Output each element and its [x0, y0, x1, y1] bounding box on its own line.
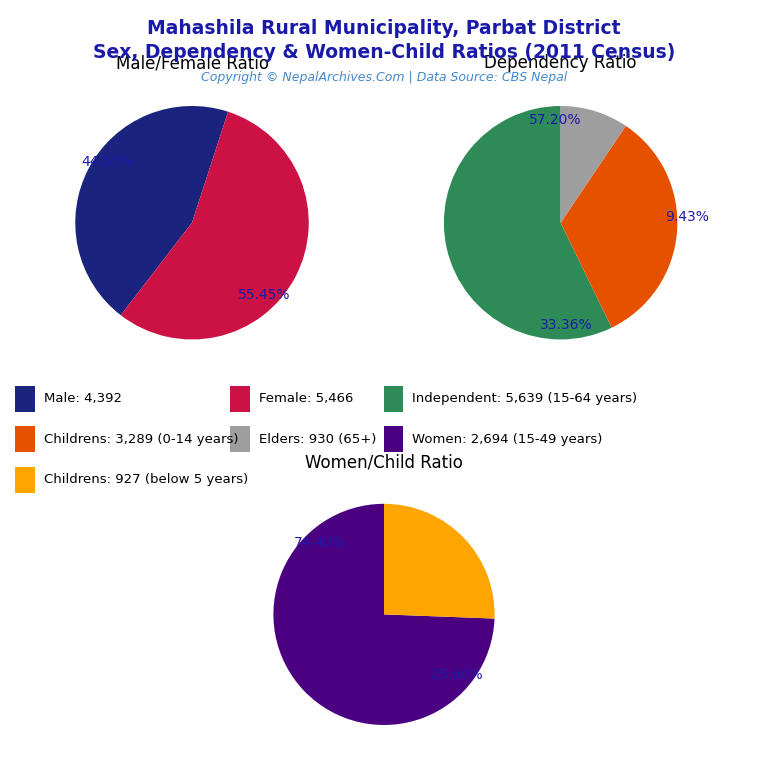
Text: Female: 5,466: Female: 5,466 — [259, 392, 353, 406]
Text: 44.55%: 44.55% — [81, 155, 134, 169]
Text: Male: 4,392: Male: 4,392 — [44, 392, 122, 406]
Wedge shape — [384, 504, 495, 618]
Text: 55.45%: 55.45% — [238, 288, 290, 302]
Title: Male/Female Ratio: Male/Female Ratio — [115, 55, 269, 72]
Text: Childrens: 3,289 (0-14 years): Childrens: 3,289 (0-14 years) — [44, 432, 238, 445]
Bar — [15, 426, 35, 452]
Wedge shape — [561, 126, 677, 328]
Bar — [15, 466, 35, 493]
Text: Independent: 5,639 (15-64 years): Independent: 5,639 (15-64 years) — [412, 392, 637, 406]
Wedge shape — [444, 106, 611, 339]
Text: 9.43%: 9.43% — [665, 210, 709, 224]
Bar — [384, 426, 403, 452]
Title: Dependency Ratio: Dependency Ratio — [485, 55, 637, 72]
Bar — [15, 386, 35, 412]
Wedge shape — [75, 106, 228, 315]
Text: 57.20%: 57.20% — [528, 113, 581, 127]
Text: Sex, Dependency & Women-Child Ratios (2011 Census): Sex, Dependency & Women-Child Ratios (20… — [93, 43, 675, 62]
Wedge shape — [273, 504, 495, 725]
Text: Elders: 930 (65+): Elders: 930 (65+) — [259, 432, 376, 445]
Text: Copyright © NepalArchives.Com | Data Source: CBS Nepal: Copyright © NepalArchives.Com | Data Sou… — [201, 71, 567, 84]
Text: Childrens: 927 (below 5 years): Childrens: 927 (below 5 years) — [44, 473, 248, 486]
Text: 74.40%: 74.40% — [293, 535, 346, 550]
Text: 25.60%: 25.60% — [429, 668, 482, 682]
Text: Mahashila Rural Municipality, Parbat District: Mahashila Rural Municipality, Parbat Dis… — [147, 19, 621, 38]
Bar — [230, 386, 250, 412]
Bar — [384, 386, 403, 412]
Wedge shape — [121, 111, 309, 339]
Wedge shape — [561, 106, 626, 223]
Title: Women/Child Ratio: Women/Child Ratio — [305, 454, 463, 472]
Bar — [230, 426, 250, 452]
Text: 33.36%: 33.36% — [540, 319, 593, 333]
Text: Women: 2,694 (15-49 years): Women: 2,694 (15-49 years) — [412, 432, 603, 445]
